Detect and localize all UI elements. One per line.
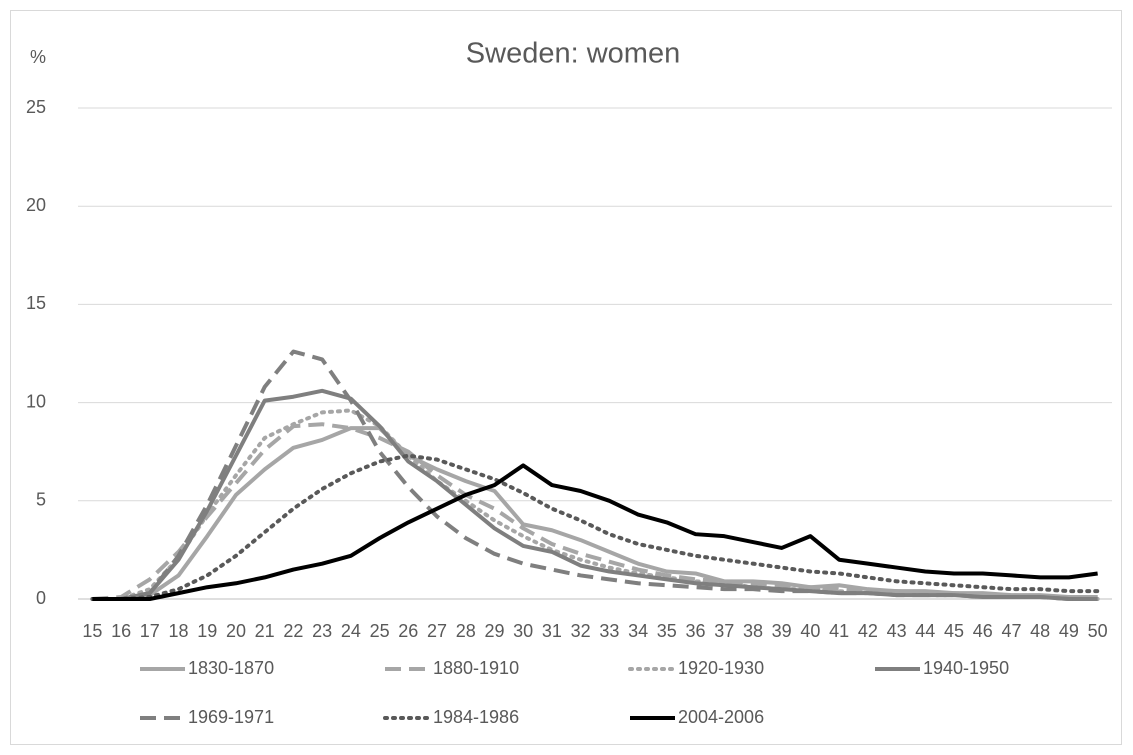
- x-tick-label: 45: [944, 621, 964, 641]
- x-tick-label: 26: [398, 621, 418, 641]
- x-tick-label: 46: [973, 621, 993, 641]
- chart-title: Sweden: women: [466, 38, 680, 70]
- legend-label: 1830-1870: [188, 658, 274, 678]
- legend-label: 1880-1910: [433, 658, 519, 678]
- x-tick-label: 29: [484, 621, 504, 641]
- y-axis-label: %: [30, 47, 46, 67]
- y-tick-label: 5: [36, 490, 46, 510]
- x-tick-label: 42: [858, 621, 878, 641]
- series-line: [92, 463, 1098, 601]
- x-tick-label: 15: [82, 621, 102, 641]
- x-tick-label: 39: [772, 621, 792, 641]
- x-tick-label: 30: [513, 621, 533, 641]
- x-tick-label: 41: [829, 621, 849, 641]
- y-tick-label: 20: [26, 195, 46, 215]
- x-tick-label: 35: [657, 621, 677, 641]
- y-tick-label: 15: [26, 293, 46, 313]
- x-tick-label: 28: [456, 621, 476, 641]
- series-line: [90, 453, 1100, 601]
- x-tick-label: 23: [312, 621, 332, 641]
- legend-label: 1984-1986: [433, 707, 519, 727]
- x-tick-label: 25: [370, 621, 390, 641]
- x-tick-label: 38: [743, 621, 763, 641]
- y-tick-label: 10: [26, 391, 46, 411]
- y-tick-label: 25: [26, 97, 46, 117]
- x-tick-label: 16: [111, 621, 131, 641]
- x-tick-label: 40: [800, 621, 820, 641]
- x-tick-label: 24: [341, 621, 361, 641]
- x-tick-label: 33: [599, 621, 619, 641]
- x-tick-label: 32: [571, 621, 591, 641]
- x-tick-label: 21: [255, 621, 275, 641]
- x-tick-label: 18: [169, 621, 189, 641]
- y-tick-label: 0: [36, 588, 46, 608]
- x-tick-label: 49: [1059, 621, 1079, 641]
- legend-label: 1940-1950: [923, 658, 1009, 678]
- x-tick-label: 27: [427, 621, 447, 641]
- x-tick-label: 34: [628, 621, 648, 641]
- legend-label: 1969-1971: [188, 707, 274, 727]
- x-tick-label: 17: [140, 621, 160, 641]
- x-tick-label: 43: [887, 621, 907, 641]
- x-tick-label: 36: [686, 621, 706, 641]
- x-tick-label: 44: [915, 621, 935, 641]
- x-tick-label: 50: [1088, 621, 1108, 641]
- x-tick-label: 20: [226, 621, 246, 641]
- x-tick-label: 19: [197, 621, 217, 641]
- legend-label: 1920-1930: [678, 658, 764, 678]
- x-tick-label: 37: [714, 621, 734, 641]
- legend-label: 2004-2006: [678, 707, 764, 727]
- x-tick-label: 31: [542, 621, 562, 641]
- series-line: [92, 388, 1098, 601]
- chart-frame: [10, 10, 1122, 745]
- x-tick-label: 47: [1001, 621, 1021, 641]
- x-tick-label: 22: [283, 621, 303, 641]
- x-tick-label: 48: [1030, 621, 1050, 641]
